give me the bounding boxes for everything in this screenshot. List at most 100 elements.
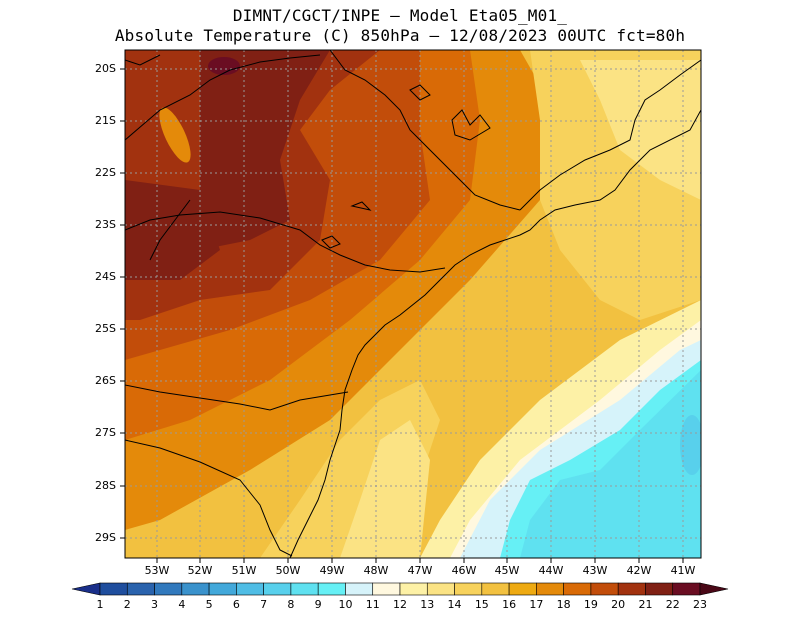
colorbar-segment — [345, 582, 374, 596]
lon-label: 44W — [538, 564, 564, 577]
border-pr-sc — [125, 384, 349, 411]
lake-furnas — [451, 109, 491, 141]
lon-label: 49W — [319, 564, 345, 577]
lat-label: 28S — [95, 479, 116, 492]
band-21b — [125, 180, 220, 280]
colorbar-segment — [99, 582, 128, 596]
lon-label: 53W — [144, 564, 170, 577]
colorbar-tick-label: 10 — [338, 598, 353, 611]
lake-small — [409, 84, 431, 101]
colorbar-segment — [317, 582, 346, 596]
lat-label: 26S — [95, 374, 116, 387]
band-22 — [208, 57, 240, 75]
border-mg-rj-es — [519, 59, 701, 211]
colorbar-tick-label: 11 — [365, 598, 380, 611]
band-21 — [200, 50, 330, 250]
colorbar-tick-label: 3 — [151, 598, 159, 611]
colorbar-segment — [536, 582, 564, 596]
lat-label: 29S — [95, 531, 116, 544]
lon-label: 52W — [187, 564, 213, 577]
colorbar-tick-label: 12 — [393, 598, 407, 611]
colorbar-tick-label: 17 — [529, 598, 544, 611]
lon-label: 43W — [582, 564, 608, 577]
colorbar-tick-label: 2 — [123, 598, 131, 611]
lon-label: 51W — [231, 564, 257, 577]
colorbar-tick-label: 23 — [693, 598, 707, 611]
colorbar-segment — [645, 582, 674, 596]
coastline — [289, 109, 701, 558]
colorbar-tick-label: 18 — [556, 598, 571, 611]
colorbar-tick-label: 14 — [447, 598, 462, 611]
colorbar-segment — [154, 582, 183, 596]
lat-label: 20S — [95, 62, 116, 75]
band-14 — [580, 60, 701, 200]
title-line-1: DIMNT/CGCT/INPE – Model Eta05_M01_ — [232, 6, 568, 25]
lat-label: 22S — [95, 166, 116, 179]
colorbar-tick-label: 13 — [420, 598, 435, 611]
colorbar-segment — [208, 582, 237, 596]
colorbar-segment — [263, 582, 292, 596]
colorbar-tick-label: 8 — [287, 598, 295, 611]
band-9 — [520, 370, 701, 558]
lat-label: 21S — [95, 114, 116, 127]
temperature-colorbar — [71, 582, 729, 596]
lon-label: 46W — [451, 564, 477, 577]
river-parana — [125, 54, 321, 141]
lat-label: 27S — [95, 426, 116, 439]
colorbar-segment — [181, 582, 210, 596]
colorbar-segment — [454, 582, 483, 596]
border-paraguay — [149, 199, 191, 261]
colorbar-segment — [426, 582, 455, 596]
colorbar-segment — [290, 582, 319, 596]
colorbar-tick-label: 22 — [665, 598, 680, 611]
colorbar-tick-label: 21 — [638, 598, 653, 611]
lake-reservoir-2 — [350, 201, 372, 211]
lon-label: 48W — [363, 564, 389, 577]
lon-label: 41W — [670, 564, 696, 577]
colorbar-tick-label: 9 — [314, 598, 322, 611]
colorbar-segment — [672, 582, 701, 596]
colorbar-tick-label: 6 — [232, 598, 240, 611]
colorbar-segment — [481, 582, 510, 596]
map-frame — [124, 49, 702, 559]
lon-label: 42W — [626, 564, 652, 577]
coastlines-borders — [125, 50, 701, 558]
colorbar-tick-label: 7 — [260, 598, 268, 611]
colorbar-tick-label: 5 — [205, 598, 213, 611]
lake-reservoir — [321, 235, 341, 249]
colorbar-tick-label: 1 — [96, 598, 104, 611]
colorbar-segment-above-max — [699, 582, 729, 596]
lat-label: 25S — [95, 322, 116, 335]
border-sp-mg — [329, 50, 521, 211]
border-north — [125, 54, 161, 66]
lon-label: 47W — [407, 564, 433, 577]
colorbar-tick-label: 4 — [178, 598, 186, 611]
colorbar-tick-label: 19 — [583, 598, 598, 611]
lat-label: 24S — [95, 270, 116, 283]
band-14-south — [340, 420, 430, 558]
colorbar-segment — [590, 582, 619, 596]
lon-label: 45W — [494, 564, 520, 577]
colorbar-segment — [399, 582, 428, 596]
colorbar-tick-label: 16 — [502, 598, 517, 611]
band-warm-anomaly — [159, 107, 191, 163]
colorbar-tick-label: 15 — [474, 598, 489, 611]
colorbar-segment — [617, 582, 646, 596]
graticule — [125, 50, 701, 558]
title-line-2: Absolute Temperature (C) 850hPa – 12/08/… — [114, 26, 686, 45]
colorbar-segment — [563, 582, 592, 596]
colorbar-segment — [236, 582, 264, 596]
border-sc-rs — [125, 439, 293, 557]
axis-ticks — [120, 68, 684, 563]
border-sp-pr — [125, 211, 446, 273]
colorbar-segment — [508, 582, 537, 596]
lat-label: 23S — [95, 218, 116, 231]
temperature-field — [125, 50, 701, 558]
band-8 — [680, 415, 701, 475]
colorbar-segment — [126, 582, 155, 596]
colorbar-tick-label: 20 — [611, 598, 626, 611]
lon-label: 50W — [275, 564, 301, 577]
colorbar-segment — [372, 582, 401, 596]
colorbar-segment-below-min — [71, 582, 101, 596]
